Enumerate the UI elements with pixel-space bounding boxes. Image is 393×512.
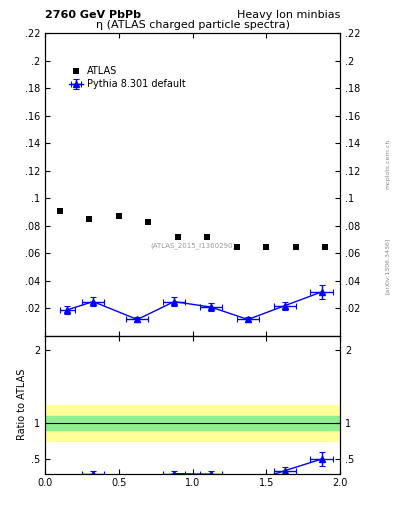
ATLAS xyxy=(293,244,298,250)
Title: η (ATLAS charged particle spectra): η (ATLAS charged particle spectra) xyxy=(95,20,290,30)
Text: Heavy Ion minbias: Heavy Ion minbias xyxy=(237,10,340,20)
ATLAS xyxy=(264,244,269,250)
ATLAS xyxy=(146,219,151,225)
ATLAS xyxy=(116,213,121,219)
ATLAS xyxy=(205,234,210,240)
ATLAS xyxy=(234,244,239,250)
ATLAS xyxy=(323,244,328,250)
Line: ATLAS: ATLAS xyxy=(57,208,328,250)
Bar xyxy=(45,405,340,441)
Y-axis label: Ratio to ATLAS: Ratio to ATLAS xyxy=(17,369,27,440)
Text: 2760 GeV PbPb: 2760 GeV PbPb xyxy=(45,10,141,20)
ATLAS xyxy=(87,216,92,222)
Legend: ATLAS, Pythia 8.301 default: ATLAS, Pythia 8.301 default xyxy=(65,62,190,93)
Text: [arXiv:1306.3436]: [arXiv:1306.3436] xyxy=(385,238,390,294)
ATLAS xyxy=(58,208,62,214)
Text: (ATLAS_2015_I1360290): (ATLAS_2015_I1360290) xyxy=(150,242,235,248)
ATLAS xyxy=(176,234,180,240)
Bar xyxy=(45,416,340,430)
Text: mcplots.cern.ch: mcplots.cern.ch xyxy=(385,139,390,189)
